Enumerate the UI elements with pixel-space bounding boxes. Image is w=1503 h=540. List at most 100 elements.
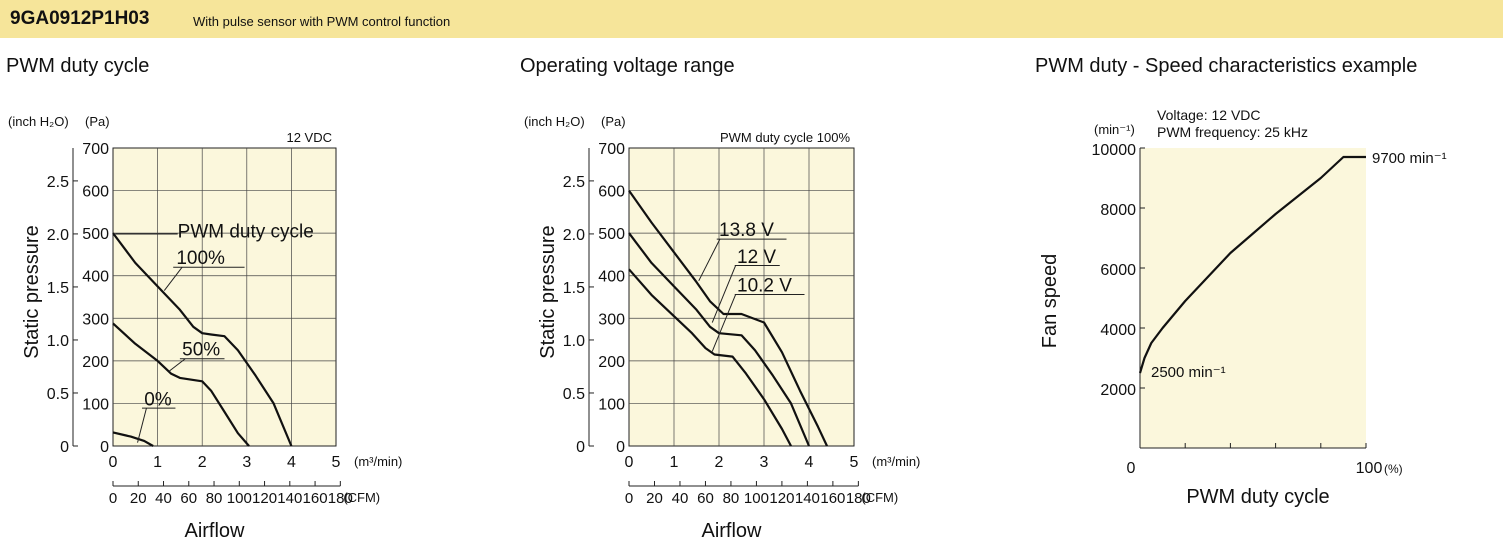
chart-3-x-unit: (%)	[1384, 462, 1403, 476]
chart-1-y-tick-pa: 300	[82, 311, 109, 328]
chart-2-y-tick-inch: 2.0	[563, 227, 585, 244]
chart-1-cfm-tick: 160	[303, 490, 328, 507]
chart-3-y-tick: 8000	[1100, 202, 1136, 219]
chart-2-y-tick-pa: 300	[598, 311, 625, 328]
chart-1-x-tick: 3	[242, 454, 251, 471]
chart-2-series-label: 13.8 V	[719, 220, 774, 241]
chart-2-y-unit-inch: (inch H₂O)	[524, 114, 585, 129]
chart-1-x-tick: 4	[287, 454, 296, 471]
chart-2-leader-line	[711, 265, 737, 323]
chart-2-ylabel: Static pressure	[537, 225, 559, 358]
chart-3-ylabel: Fan speed	[1039, 254, 1061, 349]
chart-1-x-tick: 0	[109, 454, 118, 471]
chart-1-y-tick-inch: 0	[60, 439, 69, 456]
chart-1-series-line	[112, 232, 293, 447]
chart-2-x-tick: 5	[850, 454, 859, 471]
chart-2-cfm-tick: 20	[646, 490, 663, 507]
chart-2-series-label: 12 V	[737, 247, 776, 268]
chart-1-series-label: 100%	[176, 248, 225, 269]
chart-2-y-tick-pa: 100	[598, 396, 625, 413]
chart-1-y-tick-pa: 600	[82, 184, 109, 201]
chart-1-cfm-tick: 140	[277, 490, 302, 507]
chart-1-leader-line	[168, 358, 186, 372]
chart-1-y-tick-inch: 0.5	[47, 386, 69, 403]
chart-1-y-tick-pa: 500	[82, 226, 109, 243]
chart-1-y-tick-inch: 1.0	[47, 333, 69, 350]
chart-2-y-tick-pa: 400	[598, 269, 625, 286]
chart-2-x-unit: (m³/min)	[872, 454, 920, 469]
chart-2-cfm-tick: 0	[625, 490, 633, 507]
chart-2-series-line	[628, 189, 828, 447]
chart-1-cfm-tick: 180	[328, 490, 353, 507]
chart-2-y-tick-pa: 0	[616, 439, 625, 456]
chart-2-plot-area	[628, 147, 855, 447]
chart-2-cfm-tick: 160	[820, 490, 845, 507]
chart-1-xlabel: Airflow	[184, 520, 245, 540]
chart-2-leader-line	[698, 238, 721, 282]
chart-3-plot-area	[1140, 148, 1366, 448]
chart-1-x-unit: (m³/min)	[354, 454, 402, 469]
chart-2-y-tick-inch: 1.5	[563, 280, 585, 297]
chart-3-xlabel: PWM duty cycle	[1186, 486, 1329, 508]
chart-1-y-tick-pa: 200	[82, 354, 109, 371]
chart-1-cfm-tick: 80	[206, 490, 223, 507]
header-bar: 9GA0912P1H03 With pulse sensor with PWM …	[0, 0, 1503, 38]
chart-1-cfm-unit: (CFM)	[343, 490, 380, 505]
chart-3-annotation-min: 2500 min⁻¹	[1151, 364, 1226, 381]
chart-1-condition: 12 VDC	[286, 130, 332, 145]
chart-3-y-tick: 6000	[1100, 262, 1136, 279]
chart-3-note-voltage: Voltage: 12 VDC	[1157, 107, 1261, 123]
chart-2-x-tick: 1	[670, 454, 679, 471]
chart-2-xlabel: Airflow	[701, 520, 762, 540]
chart-1-y-unit-inch: (inch H₂O)	[8, 114, 69, 129]
chart-3-y-unit: (min⁻¹)	[1094, 122, 1135, 137]
chart-1-plot-area	[112, 147, 337, 447]
chart-2-y-unit-pa: (Pa)	[601, 114, 626, 129]
chart-2-cfm-tick: 60	[697, 490, 714, 507]
chart-3-annotation-max: 9700 min⁻¹	[1372, 150, 1447, 167]
chart-2-cfm-tick: 100	[744, 490, 769, 507]
chart-1-y-tick-inch: 2.0	[47, 227, 69, 244]
chart-3-y-tick: 4000	[1100, 322, 1136, 339]
chart-2-x-tick: 4	[805, 454, 814, 471]
chart-1-cfm-tick: 0	[109, 490, 117, 507]
chart-2-cfm-tick: 80	[723, 490, 740, 507]
chart-3-x-tick: 0	[1127, 460, 1136, 477]
chart-1-series-line	[112, 431, 154, 447]
chart-1-series-label: 0%	[144, 390, 172, 411]
model-description: With pulse sensor with PWM control funct…	[193, 14, 451, 29]
chart-2-x-tick: 0	[625, 454, 634, 471]
chart-3-x-tick: 100	[1356, 460, 1383, 477]
chart-2-y-tick-inch: 2.5	[563, 174, 585, 191]
chart-1-y-unit-pa: (Pa)	[85, 114, 110, 129]
chart-1-cfm-tick: 120	[252, 490, 277, 507]
chart-1-series-line	[112, 322, 250, 447]
chart-2-y-tick-pa: 700	[598, 141, 625, 158]
chart-1-cfm-tick: 40	[155, 490, 172, 507]
chart-1-y-tick-pa: 100	[82, 396, 109, 413]
chart-2-cfm-tick: 180	[846, 490, 871, 507]
chart-1-ylabel: Static pressure	[21, 225, 43, 358]
chart-2-cfm-unit: (CFM)	[861, 490, 898, 505]
chart-1-y-tick-pa: 400	[82, 269, 109, 286]
chart-2-cfm-tick: 120	[769, 490, 794, 507]
chart-1-leader-line	[163, 266, 183, 291]
chart-2-y-tick-pa: 200	[598, 354, 625, 371]
chart-2-x-tick: 2	[715, 454, 724, 471]
chart-1-cfm-tick: 20	[130, 490, 147, 507]
model-name: 9GA0912P1H03	[10, 8, 150, 29]
chart-1-series-label: 50%	[182, 340, 220, 361]
chart-1-y-tick-pa: 0	[100, 439, 109, 456]
chart-2-y-tick-pa: 600	[598, 184, 625, 201]
chart-3-title: PWM duty - Speed characteristics example	[1035, 55, 1418, 77]
chart-2-condition: PWM duty cycle 100%	[720, 130, 850, 145]
chart-2-y-tick-pa: 500	[598, 226, 625, 243]
chart-2-series-line	[628, 232, 811, 447]
chart-2-x-tick: 3	[760, 454, 769, 471]
chart-2-y-tick-inch: 1.0	[563, 333, 585, 350]
chart-2-series-label: 10.2 V	[737, 275, 792, 296]
chart-1-y-tick-inch: 2.5	[47, 174, 69, 191]
chart-1-x-tick: 1	[153, 454, 162, 471]
chart-1-x-tick: 2	[198, 454, 207, 471]
chart-3-y-tick: 2000	[1100, 382, 1136, 399]
